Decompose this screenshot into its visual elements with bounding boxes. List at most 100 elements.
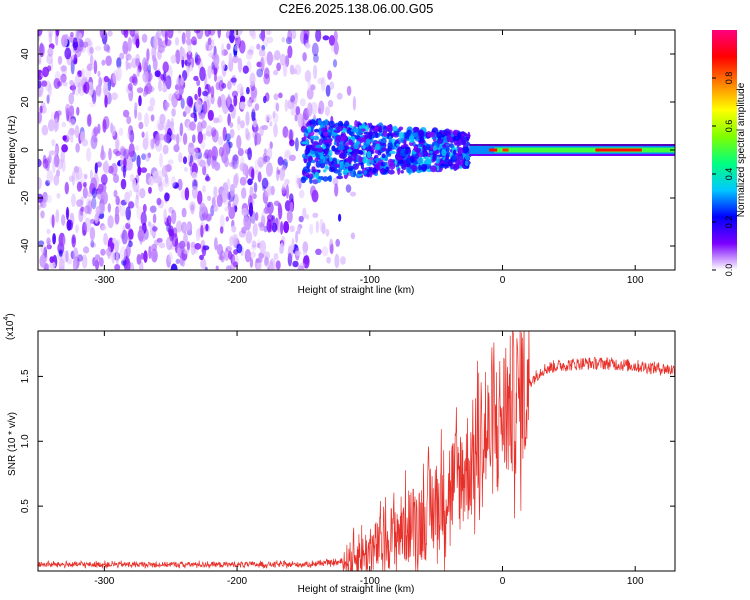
heatmap-cell	[263, 148, 268, 155]
heatmap-cell	[74, 74, 82, 88]
heatmap-cell	[457, 147, 464, 155]
heatmap-cell	[202, 164, 207, 176]
colorbar-ticks: 0.0 0.2 0.4 0.6 0.8	[712, 72, 734, 277]
heatmap-cell	[207, 149, 212, 159]
heatmap-cell	[159, 83, 167, 91]
heatmap-cell	[112, 70, 119, 84]
heatmap-cell	[122, 164, 126, 178]
heatmap-cell	[371, 125, 375, 129]
heatmap-cell	[39, 105, 43, 114]
heatmap-cell	[102, 119, 107, 133]
snr-xlabel: Height of straight line (km)	[298, 584, 415, 595]
heatmap-cell	[320, 76, 326, 92]
heatmap-cell	[285, 184, 289, 199]
heatmap-cell	[333, 141, 337, 146]
heatmap-cell	[57, 55, 63, 65]
heatmap-cell	[205, 131, 212, 137]
heatmap-cell	[281, 36, 286, 43]
heatmap-cell	[58, 232, 66, 247]
heatmap-cell	[162, 144, 169, 155]
heatmap-cell	[291, 30, 297, 40]
heatmap-cell	[260, 57, 265, 72]
heatmap-cell	[184, 166, 188, 172]
heatmap-cell	[457, 132, 462, 140]
heatmap-cell	[239, 95, 246, 104]
heatmap-cell	[83, 181, 87, 188]
heatmap-cell	[174, 84, 180, 91]
heatmap-cell	[300, 98, 306, 107]
heatmap-cell	[336, 159, 341, 165]
heatmap-cell	[197, 86, 202, 98]
heatmap-cell	[327, 99, 334, 108]
heatmap-cell	[415, 147, 422, 153]
heatmap-cell	[113, 189, 118, 198]
heatmap-cell	[101, 59, 106, 66]
heatmap-cell	[73, 57, 78, 65]
heatmap-cell	[314, 171, 320, 179]
heatmap-cell	[347, 165, 354, 172]
heatmap-cell	[107, 246, 112, 260]
heatmap-cell	[251, 107, 256, 113]
heatmap-cell	[321, 246, 329, 257]
heatmap-cell	[174, 90, 180, 100]
heatmap-cell	[335, 238, 341, 247]
heatmap-cell	[111, 250, 116, 264]
heatmap-cell	[323, 169, 327, 173]
heatmap-cell	[136, 205, 143, 220]
heatmap-cell	[134, 102, 138, 111]
heatmap-cell	[213, 186, 218, 199]
heatmap-cell	[53, 174, 60, 186]
heatmap-cell	[71, 55, 76, 62]
heatmap-cell	[38, 30, 43, 37]
heatmap-cell	[147, 221, 152, 227]
heatmap-cell	[210, 85, 215, 98]
heatmap-cell	[249, 30, 256, 37]
heatmap-cell	[68, 175, 74, 182]
heatmap-cell	[354, 120, 358, 128]
heatmap-cell	[127, 37, 132, 52]
heatmap-cell	[269, 141, 273, 150]
heatmap-cell	[137, 229, 145, 242]
heatmap-cell	[315, 144, 322, 149]
heatmap-cell	[46, 237, 51, 245]
heatmap-cell	[205, 41, 209, 51]
heatmap-cell	[200, 258, 207, 270]
heatmap-cell	[171, 176, 176, 187]
x-tick-label: 0	[500, 576, 506, 587]
heatmap-cell	[257, 171, 262, 183]
heatmap-cell	[282, 126, 289, 138]
heatmap-cell	[232, 55, 239, 64]
heatmap-cell	[230, 77, 237, 83]
colorbar-tick-label: 0.0	[724, 264, 734, 277]
heatmap-cell	[111, 125, 116, 137]
heatmap-cell	[269, 121, 273, 127]
heatmap-cell	[301, 141, 309, 145]
heatmap-cell	[119, 205, 126, 217]
heatmap-cell	[334, 183, 339, 197]
heatmap-cell	[135, 145, 140, 152]
heatmap-cell	[46, 244, 52, 250]
heatmap-cell	[358, 129, 362, 133]
heatmap-cell	[328, 175, 333, 183]
heatmap-cell	[47, 240, 51, 250]
heatmap-cell	[290, 108, 296, 116]
snr-multiplier: (x104)	[3, 313, 16, 340]
heatmap-cell	[311, 42, 319, 57]
heatmap-cell	[224, 206, 231, 212]
heatmap-cell	[396, 143, 400, 147]
heatmap-cell	[48, 83, 52, 97]
heatmap-cell	[179, 122, 184, 137]
heatmap-cell	[115, 139, 120, 151]
heatmap-cell	[374, 149, 379, 154]
heatmap-cell	[127, 82, 133, 92]
heatmap-cell	[149, 138, 156, 148]
heatmap-cell	[66, 206, 69, 220]
heatmap-cell	[310, 84, 316, 91]
heatmap-cell	[251, 88, 257, 103]
heatmap-cell	[140, 167, 148, 174]
heatmap-cell	[326, 256, 331, 264]
heatmap-cell	[255, 212, 259, 221]
heatmap-cell	[157, 44, 165, 54]
heatmap-cell	[426, 133, 432, 137]
heatmap-cell	[204, 266, 208, 270]
